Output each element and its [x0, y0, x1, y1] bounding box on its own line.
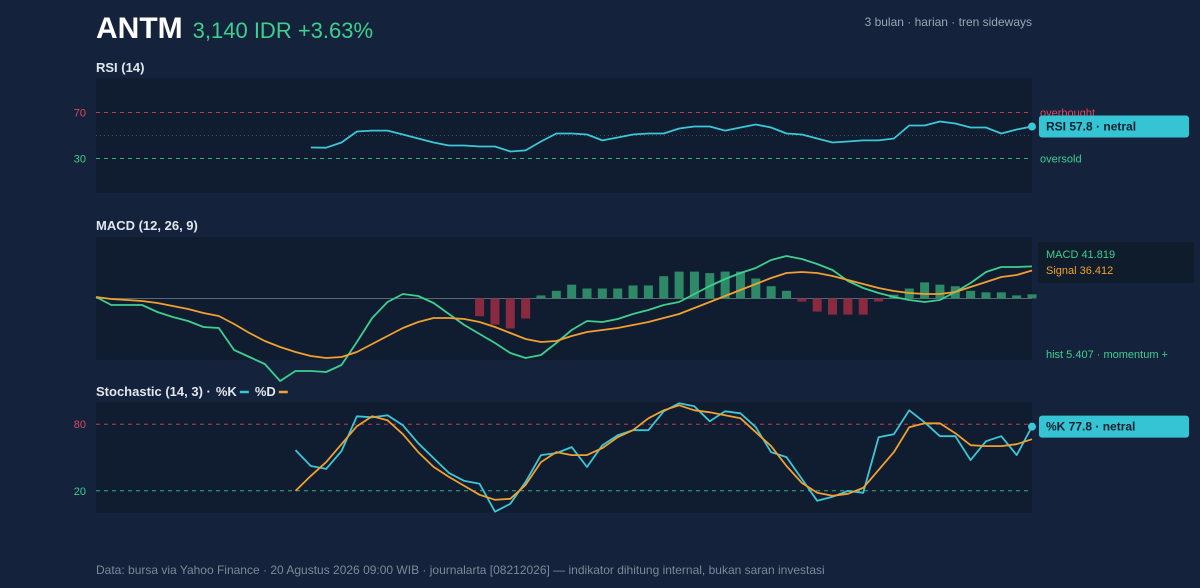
- readout-box: [1038, 242, 1194, 283]
- histogram-bar: [551, 290, 561, 299]
- histogram-bar: [920, 282, 930, 299]
- readout-text: Signal 36.412: [1046, 265, 1113, 277]
- histogram-bar: [505, 298, 515, 329]
- histogram-bar: [981, 292, 991, 299]
- histogram-bar: [812, 298, 822, 312]
- y-tick-label: 20: [74, 486, 86, 498]
- histogram-bar: [935, 284, 945, 299]
- histogram-bar: [613, 288, 623, 299]
- series-line: [294, 404, 1033, 501]
- histogram-bar: [1027, 294, 1037, 299]
- panel-title: Stochastic (14, 3) ·: [96, 384, 211, 399]
- histogram-bar: [567, 284, 577, 299]
- y-tick-label: 30: [74, 154, 86, 166]
- histogram-bar: [858, 298, 868, 315]
- histogram-bar: [475, 298, 485, 317]
- series-line: [95, 255, 1033, 382]
- histogram-bar: [582, 288, 592, 299]
- price: 3,140 IDR +3.63%: [193, 18, 373, 43]
- series-line: [310, 120, 1033, 153]
- histogram-bar: [751, 278, 761, 299]
- histogram-bar: [521, 298, 531, 319]
- histogram-bar: [1012, 295, 1022, 299]
- histogram-bar: [797, 298, 807, 302]
- meta: 3 bulan · harian · tren sideways: [865, 15, 1032, 29]
- histogram-bar: [628, 285, 638, 299]
- legend-label: %K: [216, 384, 238, 399]
- badge: [1039, 115, 1189, 138]
- histogram-bar: [966, 290, 976, 299]
- histogram-bar: [828, 298, 838, 315]
- last-point: [1028, 422, 1036, 431]
- badge-text: %K 77.8 · netral: [1046, 420, 1135, 434]
- panel-title: RSI (14): [96, 60, 144, 75]
- histogram-bar: [720, 271, 730, 299]
- readout-text: MACD 41.819: [1046, 249, 1115, 261]
- badge-text: RSI 57.8 · netral: [1046, 120, 1136, 134]
- reference-label: oversold: [1040, 154, 1082, 166]
- histogram-bar: [643, 285, 653, 299]
- histogram-bar: [536, 295, 546, 299]
- ticker: ANTM: [96, 12, 183, 45]
- badge: [1039, 415, 1189, 438]
- histogram-bar: [843, 298, 853, 315]
- histogram-bar: [597, 288, 607, 299]
- histogram-bar: [996, 292, 1006, 299]
- histogram-bar: [689, 271, 699, 299]
- histogram-bar: [735, 271, 745, 299]
- series-line: [95, 269, 1033, 359]
- histogram-bar: [766, 286, 776, 299]
- y-tick-label: 70: [74, 108, 86, 120]
- histogram-bar: [674, 271, 684, 299]
- histogram-bar: [490, 298, 500, 325]
- y-tick-label: 80: [74, 419, 86, 431]
- footer: Data: bursa via Yahoo Finance · 20 Agust…: [96, 563, 825, 577]
- histogram-bar: [781, 290, 791, 299]
- histogram-bar: [659, 276, 669, 299]
- panel: [96, 402, 1032, 513]
- note: hist 5.407 · momentum +: [1046, 349, 1168, 361]
- histogram-bar: [874, 298, 884, 302]
- legend-label: %D: [255, 384, 276, 399]
- panel-title: MACD (12, 26, 9): [96, 218, 198, 233]
- last-point: [1028, 122, 1036, 131]
